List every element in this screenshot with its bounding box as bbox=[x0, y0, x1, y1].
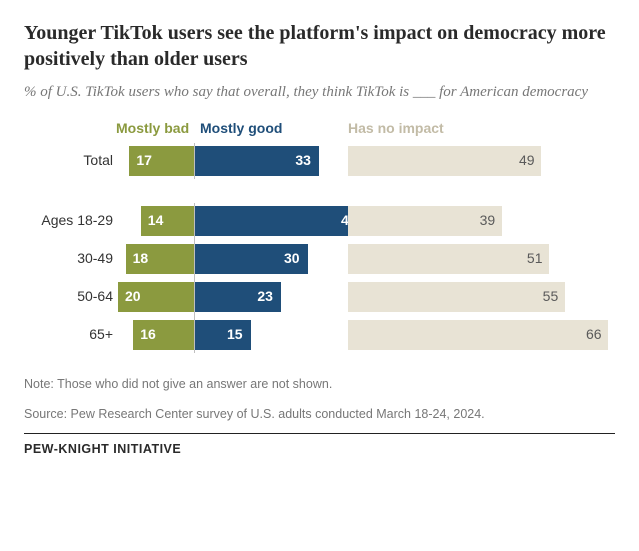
axis-line bbox=[194, 203, 195, 353]
value-bad: 16 bbox=[140, 326, 156, 342]
row-label: Ages 18-29 bbox=[41, 212, 113, 228]
legend-noimpact: Has no impact bbox=[348, 120, 444, 136]
value-noimpact: 51 bbox=[527, 250, 543, 266]
table-row: 65+ 16 15 66 bbox=[28, 320, 615, 350]
value-noimpact: 39 bbox=[480, 212, 496, 228]
table-row: 30-49 18 30 51 bbox=[28, 244, 615, 274]
value-bad: 20 bbox=[125, 288, 141, 304]
bar-noimpact bbox=[348, 146, 541, 176]
bar-noimpact bbox=[348, 320, 608, 350]
table-row: Ages 18-29144539 bbox=[28, 206, 615, 236]
footer-brand: PEW-KNIGHT INITIATIVE bbox=[24, 442, 615, 456]
value-good: 15 bbox=[227, 326, 243, 342]
row-label: 50-64 bbox=[77, 288, 113, 304]
row-label: 30-49 bbox=[77, 250, 113, 266]
value-noimpact: 66 bbox=[586, 326, 602, 342]
legend-good: Mostly good bbox=[200, 120, 282, 136]
bar-noimpact bbox=[348, 206, 502, 236]
chart-area: Mostly badMostly goodHas no impactTotal1… bbox=[28, 120, 615, 364]
legend-row: Mostly badMostly goodHas no impact bbox=[28, 120, 615, 140]
bar-noimpact bbox=[348, 244, 549, 274]
value-good: 33 bbox=[295, 152, 311, 168]
bar-good bbox=[194, 206, 365, 236]
value-bad: 14 bbox=[148, 212, 164, 228]
value-bad: 17 bbox=[136, 152, 152, 168]
table-row: 50-64 20 23 55 bbox=[28, 282, 615, 312]
row-label: Total bbox=[83, 152, 113, 168]
chart-subtitle: % of U.S. TikTok users who say that over… bbox=[24, 82, 615, 102]
footer-divider bbox=[24, 433, 615, 434]
value-noimpact: 55 bbox=[543, 288, 559, 304]
row-label: 65+ bbox=[89, 326, 113, 342]
value-noimpact: 49 bbox=[519, 152, 535, 168]
note-line: Note: Those who did not give an answer a… bbox=[24, 376, 615, 394]
bar-noimpact bbox=[348, 282, 565, 312]
value-good: 23 bbox=[257, 288, 273, 304]
value-bad: 18 bbox=[133, 250, 149, 266]
axis-line bbox=[194, 143, 195, 179]
value-good: 30 bbox=[284, 250, 300, 266]
chart-title: Younger TikTok users see the platform's … bbox=[24, 20, 615, 72]
table-row: Total 17 33 49 bbox=[28, 146, 615, 176]
source-line: Source: Pew Research Center survey of U.… bbox=[24, 406, 615, 424]
